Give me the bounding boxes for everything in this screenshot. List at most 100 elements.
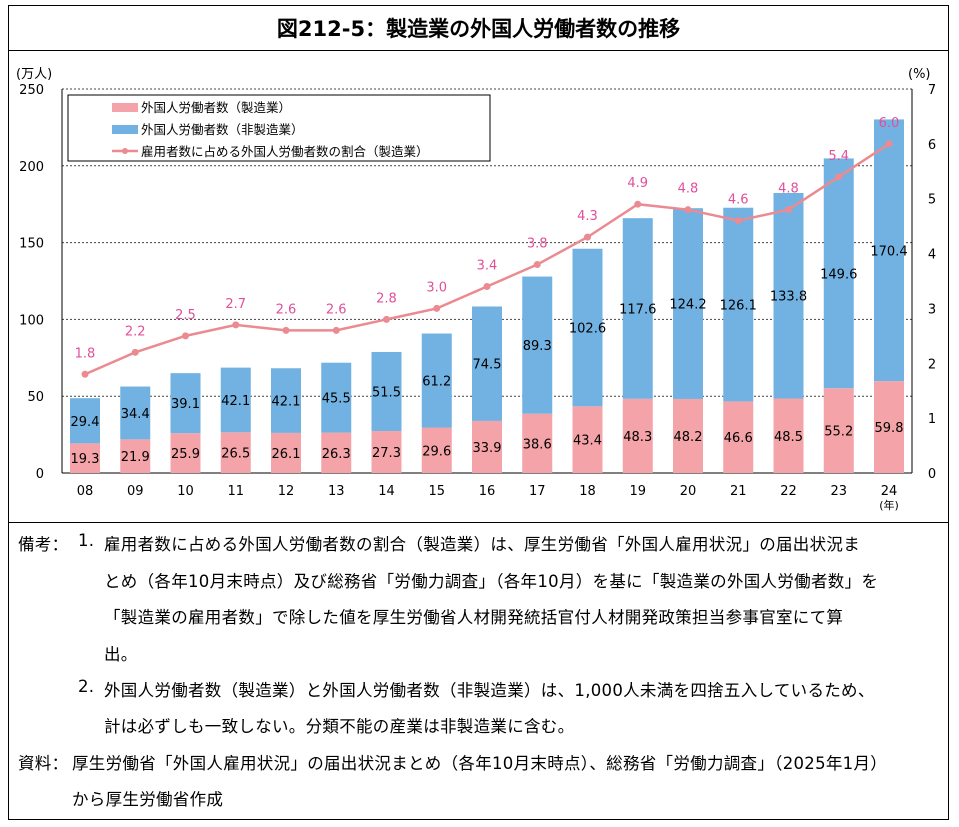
source-line: 厚生労働省「外国人雇用状況」の届出状況まとめ（各年10月末時点）、総務省「労働力… [72,754,888,773]
legend-label-non-manufacturing: 外国人労働者数（非製造業） [141,122,304,137]
data-label-ratio: 4.8 [678,182,699,197]
data-label-non-manufacturing: 89.3 [523,339,552,354]
bar-non-manufacturing [472,306,502,421]
data-label-ratio: 1.8 [75,346,96,361]
line-point [282,326,290,334]
bar-non-manufacturing [773,192,804,399]
x-tick-label: 21 [730,484,747,499]
bar-manufacturing [170,433,201,473]
x-tick-label: 23 [830,484,847,499]
note-1-line: 「製造業の雇用者数」で除した値を厚生労働省人材開発統括官付人材開発政策担当参事官… [104,608,844,627]
data-label-ratio: 2.2 [125,324,146,339]
y-tick-label-right: 7 [928,83,936,98]
y-tick-label-right: 0 [928,467,936,482]
data-label-ratio: 3.8 [527,237,548,252]
data-label-ratio: 4.3 [577,209,598,224]
bar-manufacturing [723,401,754,473]
line-point [232,321,240,329]
y-tick-label-left: 150 [19,237,44,252]
y-tick-label-right: 2 [928,357,936,372]
data-label-ratio: 2.7 [225,297,246,312]
note-1-line: 出。 [104,645,138,664]
data-label-non-manufacturing: 74.5 [473,358,502,373]
data-label-manufacturing: 29.6 [422,444,451,459]
line-point [584,233,591,241]
y-tick-label-left: 250 [19,83,44,98]
notes-label: 備考： [18,535,69,554]
data-label-ratio: 4.8 [778,182,799,197]
data-label-manufacturing: 25.9 [171,447,200,462]
line-point [433,304,441,312]
data-label-non-manufacturing: 42.1 [272,395,301,410]
divider [9,522,948,523]
line-point [483,282,491,290]
y-axis-label-left: (万人) [16,67,52,82]
data-label-ratio: 2.6 [276,302,297,317]
data-label-manufacturing: 48.5 [774,430,803,445]
bar-manufacturing [70,443,100,473]
data-label-non-manufacturing: 124.2 [669,298,706,313]
line-point [332,326,340,334]
x-tick-label: 12 [278,484,295,499]
bar-non-manufacturing [572,248,603,407]
note-2-line: 外国人労働者数（製造業）と外国人労働者数（非製造業）は、1,000人未満を四捨五… [104,681,875,700]
data-label-manufacturing: 27.3 [372,446,401,461]
x-tick-label: 16 [479,484,496,499]
bar-non-manufacturing [823,158,854,389]
data-label-manufacturing: 21.9 [121,450,150,465]
legend-swatch-manufacturing [112,103,138,112]
legend-label-manufacturing: 外国人労働者数（製造業） [141,100,291,115]
bar-non-manufacturing [723,207,754,402]
bar-non-manufacturing [271,368,301,433]
bar-non-manufacturing [421,333,452,428]
y-tick-label-right: 5 [928,193,936,208]
bar-non-manufacturing [220,367,251,433]
bar-manufacturing [874,381,904,473]
data-label-manufacturing: 19.3 [71,452,100,467]
x-tick-label: 15 [428,484,445,499]
data-label-manufacturing: 33.9 [473,441,502,456]
bar-manufacturing [472,420,502,473]
line-point [533,261,541,269]
x-tick-label: 17 [529,484,546,499]
data-label-manufacturing: 46.6 [724,431,753,446]
note-1-line: とめ（各年10月末時点）及び総務省「労働力調査」（各年10月）を基に「製造業の外… [104,572,879,591]
data-label-ratio: 4.6 [728,193,749,208]
data-label-ratio: 3.0 [426,280,447,295]
legend-swatch-non-manufacturing [112,125,138,134]
line-point [634,200,642,208]
y-tick-label-right: 3 [928,302,936,317]
data-label-non-manufacturing: 51.5 [372,386,401,401]
x-tick-label: 24 [881,484,898,499]
bar-manufacturing [572,406,603,473]
figure-title: 図212-5：製造業の外国人労働者数の推移 [9,6,948,51]
data-label-non-manufacturing: 102.6 [569,322,606,337]
note-2-line: 計は必ずしも一致しない。分類不能の産業は非製造業に含む。 [104,717,575,736]
x-tick-label: 11 [227,484,244,499]
data-label-non-manufacturing: 149.6 [820,267,857,282]
bar-non-manufacturing [170,373,201,434]
data-label-non-manufacturing: 39.1 [171,397,200,412]
bar-manufacturing [622,398,653,473]
data-label-manufacturing: 26.5 [221,447,250,462]
line-point [835,173,843,181]
y-tick-label-left: 200 [19,160,44,175]
bar-non-manufacturing [673,208,703,399]
x-tick-label: 10 [177,484,194,499]
data-label-manufacturing: 48.3 [623,430,652,445]
y-tick-label-left: 50 [27,390,44,405]
x-tick-label: 22 [780,484,797,499]
bar-non-manufacturing [371,351,402,432]
x-axis-unit: (年) [879,498,899,512]
bar-manufacturing [321,432,352,473]
y-axis-label-right: (%) [908,67,931,82]
data-label-ratio: 3.4 [477,258,498,273]
line-point [684,206,692,214]
line-point [785,206,792,214]
bar-manufacturing [120,439,151,473]
bar-manufacturing [823,388,854,473]
data-label-ratio: 2.6 [326,302,347,317]
data-label-non-manufacturing: 34.4 [121,407,150,422]
data-label-non-manufacturing: 61.2 [422,375,451,390]
bar-manufacturing [371,431,402,473]
